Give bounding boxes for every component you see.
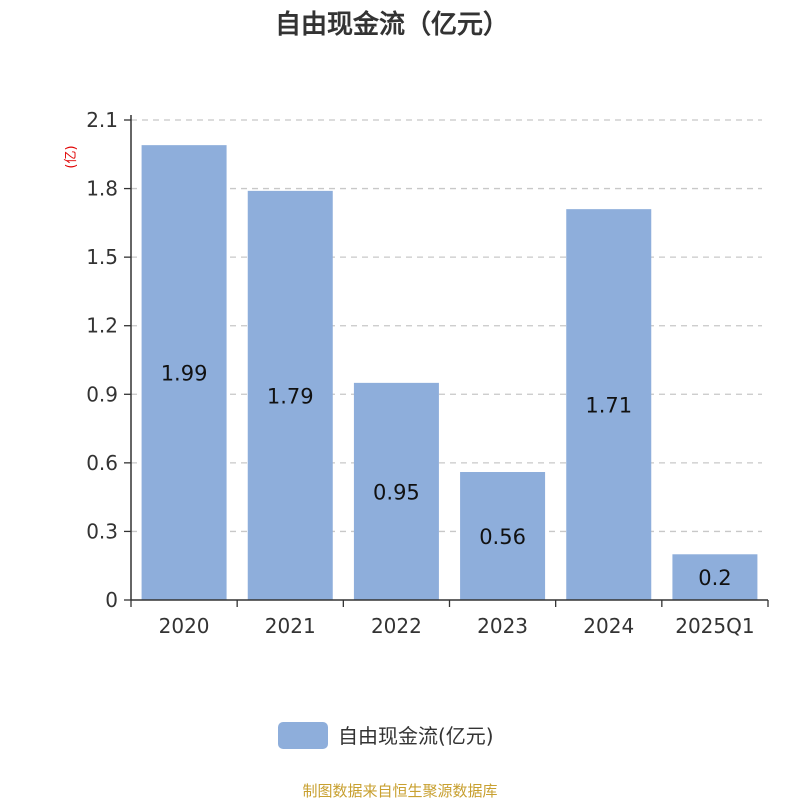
chart-title: 自由现金流（亿元）: [275, 9, 509, 40]
y-tick-label: 0.6: [86, 451, 118, 475]
x-tick-label: 2023: [477, 614, 528, 638]
bar-value-label: 1.71: [585, 394, 632, 418]
bar-value-label: 1.79: [267, 384, 314, 408]
x-tick-labels: 2020 2021 2022 2023 2024 2025Q1: [159, 614, 755, 638]
y-tick-label: 0.9: [86, 382, 118, 406]
legend-swatch: [278, 722, 328, 749]
y-tick-labels: 0 0.3 0.6 0.9 1.2 1.5 1.8 2.1: [86, 108, 118, 612]
bar-2020[interactable]: [141, 145, 227, 600]
bar-2023[interactable]: [460, 472, 546, 600]
x-tick-label: 2020: [159, 614, 210, 638]
bar-2024[interactable]: [566, 209, 652, 600]
bar-value-label: 0.95: [373, 480, 420, 504]
x-tick-label: 2024: [583, 614, 634, 638]
bar-2025Q1[interactable]: [672, 554, 758, 600]
x-tick-label: 2025Q1: [675, 614, 754, 638]
y-tick-label: 2.1: [86, 108, 118, 132]
bars: [141, 145, 758, 600]
y-tick-label: 0.3: [86, 519, 118, 543]
axes: [124, 115, 769, 607]
bar-2021[interactable]: [247, 190, 333, 600]
y-tick-label: 0: [105, 588, 118, 612]
y-tick-label: 1.5: [86, 245, 118, 269]
bar-value-label: 0.56: [479, 525, 526, 549]
x-tick-label: 2022: [371, 614, 422, 638]
bar-value-label: 0.2: [698, 566, 731, 590]
data-source-note: 制图数据来自恒生聚源数据库: [302, 782, 497, 800]
y-axis-unit: (亿): [64, 145, 79, 168]
legend[interactable]: 自由现金流(亿元): [278, 722, 494, 749]
y-tick-label: 1.2: [86, 314, 118, 338]
x-tick-label: 2021: [265, 614, 316, 638]
bar-value-label: 1.99: [161, 362, 208, 386]
bar-2022[interactable]: [353, 382, 439, 600]
y-tick-label: 1.8: [86, 177, 118, 201]
bar-labels: 1.99 1.79 0.95 0.56 1.71 0.2: [161, 362, 732, 591]
legend-label: 自由现金流(亿元): [338, 724, 494, 748]
